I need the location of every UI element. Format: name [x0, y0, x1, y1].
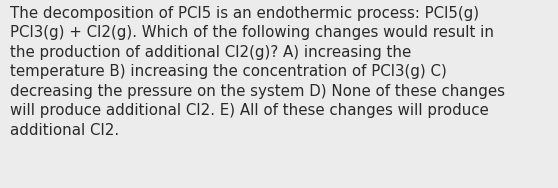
Text: The decomposition of PCl5 is an endothermic process: PCl5(g)
PCl3(g) + Cl2(g). W: The decomposition of PCl5 is an endother…	[10, 6, 505, 138]
